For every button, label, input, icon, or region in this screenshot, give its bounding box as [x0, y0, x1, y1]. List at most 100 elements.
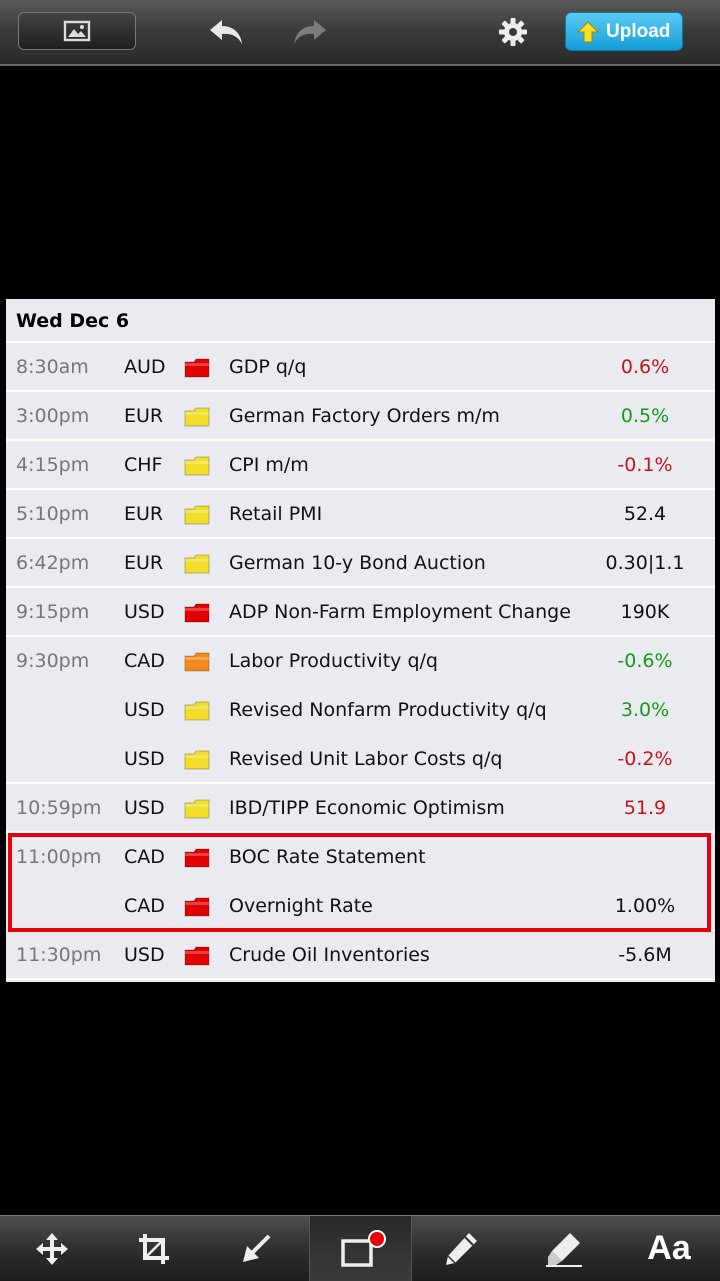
- event-time: 9:15pm: [16, 601, 90, 623]
- event-name: ADP Non-Farm Employment Change: [229, 601, 571, 623]
- highlighter-icon: [546, 1232, 582, 1267]
- redo-button[interactable]: [288, 12, 332, 52]
- event-value: 3.0%: [620, 699, 670, 721]
- event-time: 3:00pm: [16, 405, 90, 427]
- event-currency: EUR: [124, 552, 164, 574]
- impact-folder-icon: [184, 897, 210, 917]
- impact-low-icon: [184, 456, 210, 476]
- calendar-row[interactable]: 9:30pm CAD Labor Productivity q/q -0.6%: [6, 637, 715, 686]
- impact-high-icon: [184, 848, 210, 868]
- impact-low-icon: [184, 799, 210, 819]
- event-currency: USD: [124, 797, 165, 819]
- event-name: GDP q/q: [229, 356, 307, 378]
- event-name: Revised Unit Labor Costs q/q: [229, 748, 503, 770]
- impact-medium-icon: [184, 652, 210, 672]
- gallery-button[interactable]: [18, 12, 136, 50]
- arrow-icon: [243, 1234, 271, 1262]
- top-toolbar: Upload: [0, 0, 720, 66]
- event-name: CPI m/m: [229, 454, 309, 476]
- calendar-row[interactable]: 11:30pm USD Crude Oil Inventories -5.6M: [6, 931, 715, 980]
- calendar-row[interactable]: 6:42pm EUR German 10-y Bond Auction 0.30|1.…: [6, 539, 715, 588]
- undo-button[interactable]: [204, 12, 248, 52]
- calendar-row[interactable]: 5:10pm EUR Retail PMI 52.4: [6, 490, 715, 539]
- upload-arrow-icon: [576, 20, 600, 42]
- impact-folder-icon: [184, 652, 210, 672]
- date-header: Wed Dec 6: [6, 299, 715, 343]
- rectangle-icon: [340, 1229, 386, 1267]
- calendar-row[interactable]: 3:00pm EUR German Factory Orders m/m 0.5%: [6, 392, 715, 441]
- event-time: 5:10pm: [16, 503, 90, 525]
- event-time: 4:15pm: [16, 454, 90, 476]
- upload-button[interactable]: Upload: [565, 12, 683, 51]
- calendar-row[interactable]: 9:15pm USD ADP Non-Farm Employment Change 1…: [6, 588, 715, 637]
- event-value: -5.6M: [618, 944, 672, 966]
- calendar-row[interactable]: USD Revised Unit Labor Costs q/q -0.2%: [6, 735, 715, 784]
- impact-high-icon: [184, 603, 210, 623]
- event-currency: USD: [124, 601, 165, 623]
- event-name: Labor Productivity q/q: [229, 650, 438, 672]
- undo-icon: [210, 20, 242, 44]
- event-currency: AUD: [124, 356, 166, 378]
- impact-folder-icon: [184, 701, 210, 721]
- event-currency: CAD: [124, 895, 165, 917]
- event-time: 10:59pm: [16, 797, 102, 819]
- rectangle-tool-button[interactable]: [309, 1216, 412, 1281]
- event-name: Crude Oil Inventories: [229, 944, 430, 966]
- event-value: 190K: [620, 601, 670, 623]
- highlighter-tool-button[interactable]: [534, 1216, 594, 1281]
- impact-low-icon: [184, 505, 210, 525]
- crop-tool-button[interactable]: [124, 1216, 184, 1281]
- impact-folder-icon: [184, 407, 210, 427]
- arrow-tool-button[interactable]: [226, 1216, 286, 1281]
- event-time: 9:30pm: [16, 650, 90, 672]
- calendar-row[interactable]: CAD Overnight Rate 1.00%: [6, 882, 715, 931]
- event-value: -0.2%: [617, 748, 673, 770]
- event-value: -0.1%: [617, 454, 673, 476]
- event-time: 6:42pm: [16, 552, 90, 574]
- event-currency: USD: [124, 748, 165, 770]
- event-name: BOC Rate Statement: [229, 846, 426, 868]
- impact-folder-icon: [184, 946, 210, 966]
- impact-high-icon: [184, 897, 210, 917]
- impact-high-icon: [184, 358, 210, 378]
- impact-folder-icon: [184, 358, 210, 378]
- bottom-toolbar: Aa: [0, 1215, 720, 1281]
- calendar-row[interactable]: 10:59pm USD IBD/TIPP Economic Optimism 51.9: [6, 784, 715, 833]
- event-name: German Factory Orders m/m: [229, 405, 500, 427]
- event-time: 8:30am: [16, 356, 89, 378]
- event-name: Overnight Rate: [229, 895, 373, 917]
- event-currency: EUR: [124, 405, 164, 427]
- economic-calendar: Wed Dec 6 8:30am AUD GDP q/q 0.6% 3:00pm EUR G…: [6, 299, 715, 982]
- text-tool-button[interactable]: Aa: [636, 1216, 702, 1281]
- impact-folder-icon: [184, 799, 210, 819]
- redo-icon: [294, 20, 326, 44]
- event-value: 51.9: [623, 797, 667, 819]
- impact-low-icon: [184, 701, 210, 721]
- event-value: [586, 833, 704, 880]
- pencil-tool-button[interactable]: [431, 1216, 491, 1281]
- event-value: 0.30|1.1: [605, 552, 685, 574]
- event-name: Retail PMI: [229, 503, 323, 525]
- settings-button[interactable]: [492, 12, 534, 52]
- event-value: 0.5%: [620, 405, 670, 427]
- calendar-row[interactable]: USD Revised Nonfarm Productivity q/q 3.0%: [6, 686, 715, 735]
- event-currency: CAD: [124, 846, 165, 868]
- move-icon: [36, 1232, 68, 1265]
- impact-folder-icon: [184, 603, 210, 623]
- calendar-row[interactable]: 11:00pm CAD BOC Rate Statement: [6, 833, 715, 882]
- event-currency: CAD: [124, 650, 165, 672]
- image-icon: [63, 20, 91, 42]
- event-value: 52.4: [623, 503, 667, 525]
- gear-icon: [499, 18, 527, 46]
- calendar-rows: 8:30am AUD GDP q/q 0.6% 3:00pm EUR German Fact…: [6, 343, 715, 980]
- event-value: 1.00%: [614, 895, 676, 917]
- event-value: 0.6%: [620, 356, 670, 378]
- event-name: Revised Nonfarm Productivity q/q: [229, 699, 547, 721]
- event-time: 11:30pm: [16, 944, 102, 966]
- calendar-row[interactable]: 8:30am AUD GDP q/q 0.6%: [6, 343, 715, 392]
- impact-low-icon: [184, 407, 210, 427]
- calendar-row[interactable]: 4:15pm CHF CPI m/m -0.1%: [6, 441, 715, 490]
- move-tool-button[interactable]: [22, 1216, 82, 1281]
- event-value: -0.6%: [617, 650, 673, 672]
- event-currency: USD: [124, 699, 165, 721]
